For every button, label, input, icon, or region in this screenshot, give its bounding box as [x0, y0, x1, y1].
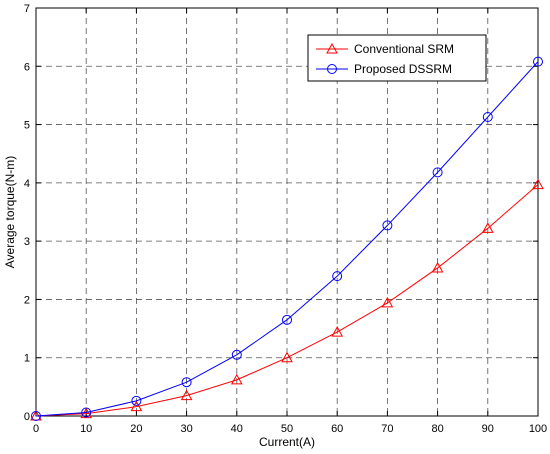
- legend: Conventional SRM Proposed DSSRM: [307, 34, 487, 82]
- x-tick-label: 60: [331, 423, 343, 435]
- axis-ticks: 0 10 20 30 40 50 60 70 80 90 100 0 1 2 3 4 5 6 7: [24, 3, 547, 435]
- series-line: [35, 184, 539, 417]
- legend-marker: [326, 42, 338, 54]
- legend-marker: [327, 64, 337, 74]
- x-tick-label: 100: [529, 423, 547, 435]
- y-tick-label: 6: [24, 61, 30, 73]
- legend-box: [307, 34, 487, 82]
- data-point: [130, 400, 143, 412]
- data-point: [281, 351, 293, 363]
- data-point: [332, 271, 343, 282]
- legend-label: Conventional SRM: [354, 42, 454, 56]
- data-point: [381, 296, 394, 308]
- data-point: [382, 220, 393, 231]
- x-axis-label: Current(A): [259, 435, 315, 449]
- y-tick-label: 2: [24, 294, 30, 306]
- x-tick-label: 0: [33, 423, 39, 435]
- x-tick-label: 90: [482, 423, 494, 435]
- data-point: [181, 377, 192, 388]
- data-point: [180, 389, 193, 401]
- x-tick-label: 50: [281, 423, 293, 435]
- data-point: [131, 395, 142, 406]
- data-point: [532, 178, 544, 190]
- x-tick-label: 40: [231, 423, 243, 435]
- data-point: [31, 411, 41, 421]
- y-tick-label: 1: [24, 353, 30, 365]
- x-tick-label: 10: [80, 423, 92, 435]
- y-tick-label: 5: [24, 120, 30, 132]
- y-tick-label: 4: [24, 178, 30, 190]
- data-point: [482, 111, 493, 122]
- x-tick-label: 20: [130, 423, 142, 435]
- data-point: [331, 326, 344, 337]
- y-axis-label: Average torque(N-m): [3, 156, 17, 269]
- x-tick-label: 70: [381, 423, 393, 435]
- data-point: [81, 407, 92, 418]
- y-tick-label: 7: [24, 3, 30, 15]
- data-point: [230, 373, 243, 385]
- data-point: [432, 167, 443, 178]
- data-point: [282, 314, 292, 325]
- data-point: [231, 349, 242, 360]
- data-point: [533, 56, 543, 67]
- data-point: [481, 222, 494, 233]
- y-tick-label: 0: [24, 411, 30, 423]
- series-line: [35, 61, 539, 417]
- x-tick-label: 30: [180, 423, 192, 435]
- series-1: [31, 56, 543, 421]
- series-group: [30, 56, 544, 421]
- grid: [36, 8, 538, 416]
- legend-label: Proposed DSSRM: [354, 62, 452, 76]
- x-tick-label: 80: [431, 423, 443, 435]
- data-point: [431, 261, 444, 273]
- y-tick-label: 3: [24, 236, 30, 248]
